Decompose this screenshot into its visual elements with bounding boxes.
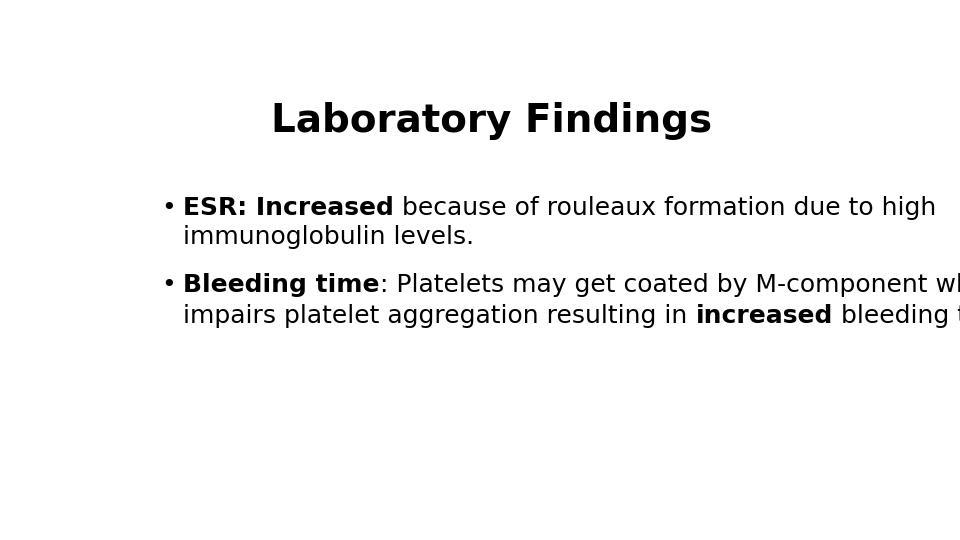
Text: •: • bbox=[161, 273, 176, 297]
Text: impairs platelet aggregation resulting in: impairs platelet aggregation resulting i… bbox=[183, 305, 695, 328]
Text: : Platelets may get coated by M-component which: : Platelets may get coated by M-componen… bbox=[380, 273, 960, 297]
Text: Laboratory Findings: Laboratory Findings bbox=[272, 102, 712, 140]
Text: immunoglobulin levels.: immunoglobulin levels. bbox=[183, 225, 474, 249]
Text: bleeding time: bleeding time bbox=[833, 305, 960, 328]
Text: Bleeding time: Bleeding time bbox=[183, 273, 380, 297]
Text: because of rouleaux formation due to high: because of rouleaux formation due to hig… bbox=[395, 196, 936, 220]
Text: increased: increased bbox=[695, 305, 833, 328]
Text: ESR: Increased: ESR: Increased bbox=[183, 196, 395, 220]
Text: •: • bbox=[161, 196, 176, 220]
